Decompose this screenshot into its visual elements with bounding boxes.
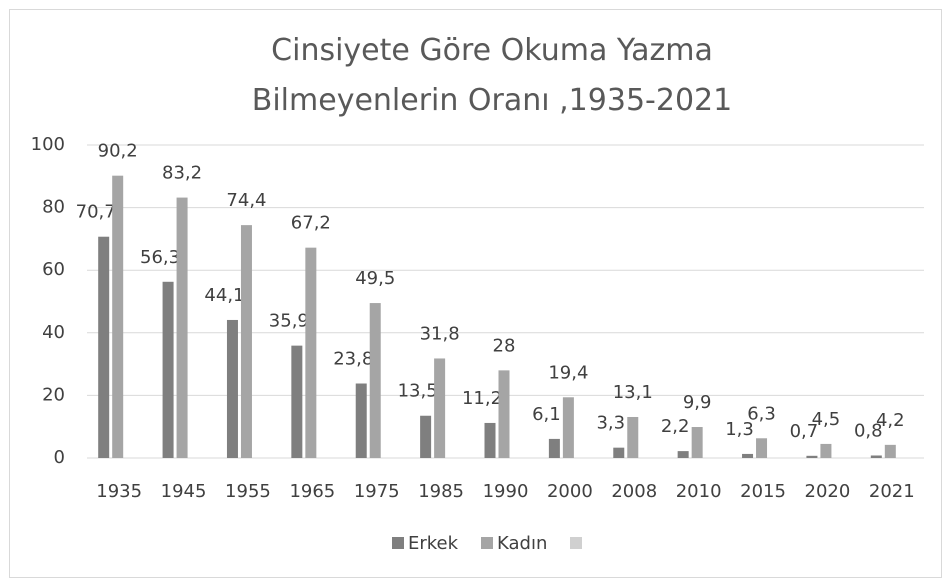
x-tick-label: 1955 (225, 481, 271, 502)
bar (291, 345, 303, 458)
value-label: 56,3 (140, 247, 180, 268)
value-label: 9,9 (683, 392, 712, 413)
x-tick-label: 1935 (96, 481, 142, 502)
x-tick-label: 2000 (547, 481, 593, 502)
bar (498, 370, 510, 458)
x-tick-label: 1990 (483, 481, 529, 502)
value-label: 13,5 (398, 381, 438, 402)
value-label: 11,2 (462, 388, 502, 409)
bar (240, 225, 252, 458)
value-label: 19,4 (548, 362, 588, 383)
value-label: 13,1 (613, 382, 653, 403)
value-label: 1,3 (725, 419, 754, 440)
bar (691, 427, 703, 458)
bar (369, 303, 381, 458)
bar (355, 383, 367, 458)
value-label: 49,5 (355, 268, 395, 289)
x-tick-label: 1975 (354, 481, 400, 502)
y-tick-label: 100 (31, 134, 65, 155)
x-tick-label: 1985 (418, 481, 464, 502)
legend-swatch (570, 537, 582, 549)
bar (742, 453, 754, 458)
value-label: 23,8 (333, 349, 373, 370)
bar (420, 415, 432, 458)
bar (870, 455, 882, 458)
legend-label: Kadın (497, 533, 547, 554)
bar (226, 319, 238, 458)
x-tick-label: 1965 (289, 481, 335, 502)
bar (162, 281, 174, 458)
bar (756, 438, 768, 458)
y-tick-label: 60 (42, 259, 65, 280)
value-label: 4,2 (876, 410, 905, 431)
value-label: 44,1 (204, 285, 244, 306)
value-label: 70,7 (76, 202, 116, 223)
bar (484, 422, 496, 458)
value-label: 35,9 (269, 311, 309, 332)
legend-label: Erkek (408, 533, 459, 554)
value-label: 3,3 (596, 413, 625, 434)
x-tick-label: 2010 (676, 481, 722, 502)
x-tick-label: 2021 (869, 481, 915, 502)
bar (627, 416, 639, 458)
bar (562, 397, 574, 458)
bar (806, 455, 818, 458)
value-label: 2,2 (661, 416, 690, 437)
bar (98, 236, 110, 458)
y-tick-label: 20 (42, 384, 65, 405)
bar (548, 438, 560, 458)
x-tick-label: 2015 (740, 481, 786, 502)
bar (434, 358, 446, 458)
bar (176, 197, 188, 459)
bar (305, 247, 317, 458)
y-tick-label: 80 (42, 197, 65, 218)
value-label: 0,8 (854, 420, 883, 441)
value-label: 67,2 (291, 213, 331, 234)
x-tick-label: 2008 (611, 481, 657, 502)
legend-swatch (481, 537, 493, 549)
x-tick-label: 2020 (805, 481, 851, 502)
value-label: 4,5 (812, 409, 841, 430)
value-label: 90,2 (98, 141, 138, 162)
value-label: 0,7 (790, 421, 819, 442)
x-tick-label: 1945 (161, 481, 207, 502)
bar (677, 451, 689, 458)
y-tick-label: 40 (42, 322, 65, 343)
value-label: 74,4 (226, 190, 266, 211)
bar (613, 447, 625, 458)
value-label: 6,1 (532, 404, 561, 425)
value-label: 28 (493, 335, 516, 356)
y-tick-label: 0 (54, 447, 65, 468)
legend-swatch (392, 537, 404, 549)
value-label: 6,3 (747, 403, 776, 424)
bar (112, 175, 124, 458)
bar (884, 444, 896, 458)
bar (820, 443, 832, 458)
value-label: 83,2 (162, 163, 202, 184)
value-label: 31,8 (420, 323, 460, 344)
chart-title: Cinsiyete Göre Okuma Yazma Bilmeyenlerin… (251, 33, 733, 118)
